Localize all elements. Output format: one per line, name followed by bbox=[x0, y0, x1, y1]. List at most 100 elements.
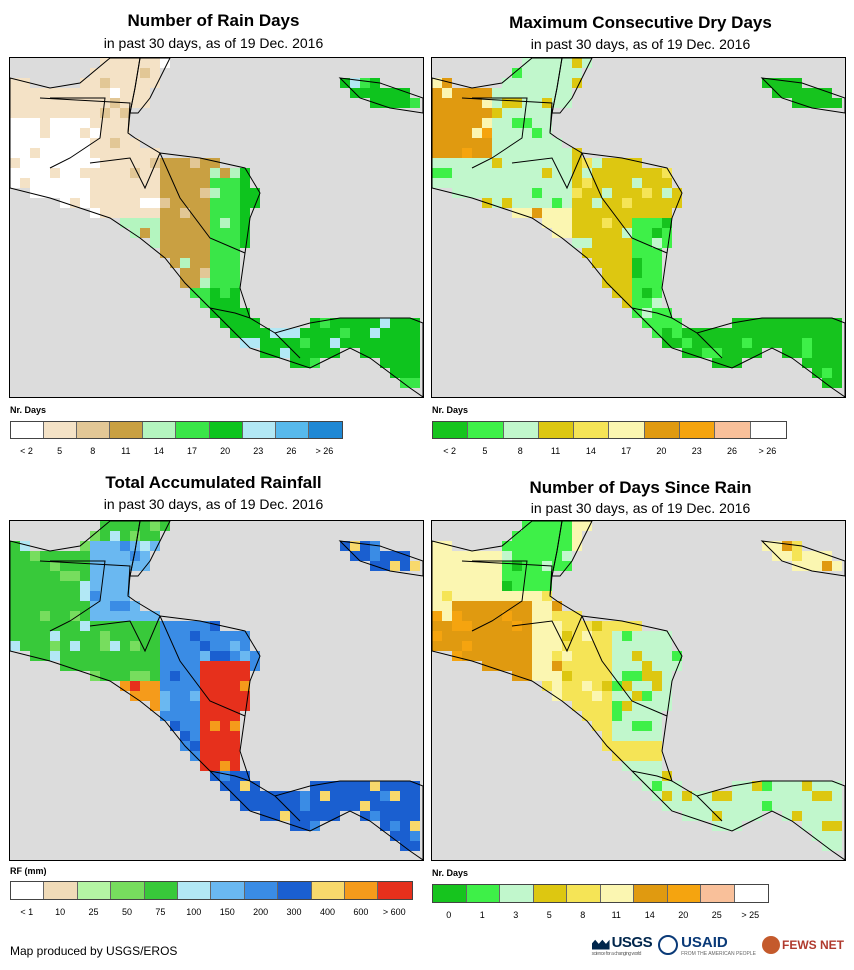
map-cell bbox=[542, 188, 552, 198]
map-cell bbox=[180, 631, 190, 641]
map-cell bbox=[492, 631, 502, 641]
map-cell bbox=[240, 701, 250, 711]
legend-swatch bbox=[275, 422, 309, 438]
map-cell bbox=[572, 651, 582, 661]
map-cell bbox=[70, 88, 80, 98]
map-cell bbox=[100, 521, 110, 531]
map-cell bbox=[532, 128, 542, 138]
map-cell bbox=[552, 158, 562, 168]
map-cell bbox=[180, 681, 190, 691]
map-cell bbox=[120, 611, 130, 621]
map-cell bbox=[230, 711, 240, 721]
map-cell bbox=[100, 178, 110, 188]
map-cell bbox=[582, 218, 592, 228]
map-cell bbox=[210, 248, 220, 258]
map-cell bbox=[642, 168, 652, 178]
map-cell bbox=[432, 561, 442, 571]
map-cell bbox=[542, 621, 552, 631]
country-border bbox=[631, 307, 673, 319]
map-cell bbox=[662, 178, 672, 188]
map-cell bbox=[572, 641, 582, 651]
map-cell bbox=[722, 358, 732, 368]
legend-bar bbox=[10, 881, 413, 900]
map-cell bbox=[592, 238, 602, 248]
map-cell bbox=[462, 188, 472, 198]
map-cell bbox=[230, 681, 240, 691]
legend-swatch bbox=[600, 885, 634, 902]
country-border bbox=[89, 152, 161, 190]
map-cell bbox=[90, 581, 100, 591]
map-cell bbox=[210, 761, 220, 771]
map-cell bbox=[120, 551, 130, 561]
map-cell bbox=[130, 218, 140, 228]
legend-label: 14 bbox=[644, 910, 655, 920]
map-cell bbox=[130, 561, 140, 571]
legend-swatch bbox=[111, 882, 145, 899]
map-cell bbox=[120, 88, 130, 98]
map-cell bbox=[60, 601, 70, 611]
map-cell bbox=[672, 328, 682, 338]
map-cell bbox=[390, 791, 400, 801]
map-cell bbox=[190, 701, 200, 711]
map-cell bbox=[502, 78, 512, 88]
map-cell bbox=[502, 631, 512, 641]
map-cell bbox=[522, 118, 532, 128]
map-cell bbox=[462, 641, 472, 651]
map-cell bbox=[200, 238, 210, 248]
map-cell bbox=[562, 78, 572, 88]
map-cell bbox=[80, 118, 90, 128]
map-cell bbox=[562, 551, 572, 561]
map-cell bbox=[140, 98, 150, 108]
map-cell bbox=[552, 78, 562, 88]
map-cell bbox=[502, 148, 512, 158]
map-cell bbox=[762, 781, 772, 791]
map-cell bbox=[762, 801, 772, 811]
map-cell bbox=[260, 328, 270, 338]
map-cell bbox=[472, 621, 482, 631]
map-cell bbox=[582, 188, 592, 198]
map-cell bbox=[732, 791, 742, 801]
map-cell bbox=[140, 681, 150, 691]
map-cell bbox=[432, 611, 442, 621]
map-cell bbox=[30, 178, 40, 188]
map-cell bbox=[572, 631, 582, 641]
map-cell bbox=[210, 278, 220, 288]
map-cell bbox=[230, 258, 240, 268]
map-cell bbox=[502, 551, 512, 561]
map-cell bbox=[522, 68, 532, 78]
map-cell bbox=[10, 581, 20, 591]
map-cell bbox=[190, 651, 200, 661]
map-cell bbox=[80, 128, 90, 138]
map-cell bbox=[110, 551, 120, 561]
map-cell bbox=[110, 208, 120, 218]
map-cell bbox=[10, 88, 20, 98]
map-cell bbox=[592, 651, 602, 661]
map-cell bbox=[230, 691, 240, 701]
map-cell bbox=[120, 208, 130, 218]
map-cell bbox=[140, 78, 150, 88]
map-cell bbox=[742, 328, 752, 338]
map-cell bbox=[60, 98, 70, 108]
map-cell bbox=[80, 651, 90, 661]
map-cell bbox=[722, 791, 732, 801]
map-cell bbox=[672, 651, 682, 661]
map-cell bbox=[20, 88, 30, 98]
map-cell bbox=[140, 88, 150, 98]
map-cell bbox=[612, 661, 622, 671]
map-cell bbox=[672, 188, 682, 198]
map-cell bbox=[582, 651, 592, 661]
map-cell bbox=[410, 841, 420, 851]
map-cell bbox=[832, 358, 842, 368]
map-cell bbox=[20, 611, 30, 621]
map-cell bbox=[442, 118, 452, 128]
map-cell bbox=[410, 338, 420, 348]
map-cell bbox=[10, 591, 20, 601]
map-cell bbox=[220, 248, 230, 258]
map-cell bbox=[632, 731, 642, 741]
map-cell bbox=[612, 198, 622, 208]
map-cell bbox=[572, 621, 582, 631]
map-cell bbox=[662, 701, 672, 711]
map-cell bbox=[150, 218, 160, 228]
map-cell bbox=[380, 781, 390, 791]
map-cell bbox=[160, 691, 170, 701]
